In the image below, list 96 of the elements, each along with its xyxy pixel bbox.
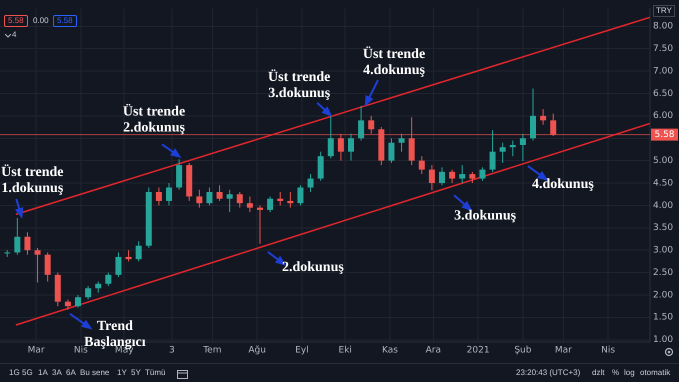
x-tick-label: Nis (601, 346, 616, 356)
text: 1A (38, 368, 48, 378)
candlestick (246, 196, 253, 213)
annotation: 0.00 (33, 16, 49, 26)
candlestick (308, 174, 314, 192)
candlestick (257, 204, 263, 244)
y-tick-label: 6.50 (653, 88, 674, 99)
candlestick (418, 156, 425, 175)
x-tick-label: Ara (426, 346, 442, 356)
text: otomatik (640, 368, 670, 378)
candlestick (75, 294, 81, 308)
candlestick (500, 142, 506, 164)
y-tick-label: 4.50 (653, 178, 674, 188)
candlestick (95, 281, 102, 294)
candlestick (348, 133, 354, 162)
x-tick-label: Mar (28, 346, 45, 356)
text: dzlt (592, 368, 604, 378)
x-tick-label: 3 (169, 346, 175, 356)
candlestick (388, 138, 394, 164)
candlestick (267, 196, 274, 213)
candlestick (398, 133, 405, 152)
text: 5G (22, 368, 33, 378)
text: 1Y (117, 368, 127, 378)
candlestick (236, 191, 243, 208)
y-tick-label: 7.00 (653, 66, 674, 76)
candlestick (520, 133, 526, 162)
candlestick (216, 184, 223, 202)
candlestick (115, 252, 122, 278)
candlestick (196, 189, 202, 208)
annotation: Üst trende 4.dokunuş (362, 46, 426, 78)
candlestick (479, 166, 486, 182)
candlestick (226, 189, 233, 213)
candlestick (318, 151, 324, 182)
text: 1G (9, 368, 20, 378)
annotation: 4 (12, 30, 16, 40)
y-tick-label: 7.50 (653, 44, 674, 54)
candlestick (34, 247, 41, 283)
y-axis-title: TRY (653, 5, 675, 17)
candlestick (44, 252, 51, 282)
candlestick (206, 187, 212, 206)
text: 23:20:43 (UTC+3) (516, 368, 580, 378)
candlestick (428, 164, 435, 191)
text: % (612, 368, 620, 378)
candlestick (439, 166, 445, 186)
candlestick (490, 130, 496, 172)
candlestick (24, 232, 30, 256)
y-tick-label: 1.50 (653, 312, 674, 323)
y-tick-label: 2.00 (653, 290, 674, 300)
candlestick (358, 106, 364, 141)
x-tick-label: Mar (554, 346, 572, 356)
candlestick (540, 108, 546, 126)
x-tick-label: Eki (338, 346, 352, 356)
candlestick (85, 286, 92, 300)
x-tick-label: Ağu (248, 344, 266, 356)
annotation: Üst trende 3.dokunuş (268, 68, 331, 101)
x-tick-label: Kas (382, 346, 398, 356)
annotation: 4.dokunuş (532, 177, 594, 192)
x-tick-label: Şub (514, 346, 532, 356)
y-tick-label: 1.00 (653, 335, 674, 346)
candlestick (449, 169, 456, 184)
candlestick (14, 217, 20, 256)
candlestick (530, 88, 536, 141)
x-tick-label: Eyl (295, 346, 309, 356)
y-tick-label: 3.00 (653, 246, 674, 256)
annotation: 3.dokunuş (454, 208, 517, 224)
candlestick (64, 298, 71, 310)
candlestick (277, 191, 284, 206)
annotation: 2.dokunuş (282, 260, 344, 275)
y-tick-label: 3.50 (653, 223, 674, 234)
candlestick (105, 272, 112, 287)
y-tick-label: 6.00 (653, 111, 674, 122)
annotation: Üst trende 1.dokunuş (1, 164, 64, 196)
candlestick (328, 115, 334, 159)
candlestick (176, 158, 182, 190)
candlestick (136, 240, 142, 262)
text: 3A (52, 368, 62, 378)
candlestick (166, 182, 172, 206)
x-tick-label: 2021 (466, 346, 490, 356)
ref-line-label: 5.58 (654, 130, 675, 140)
text: Tümü (145, 368, 166, 378)
y-tick-label: 8.00 (653, 22, 674, 32)
text: log (624, 368, 635, 378)
candlestick (459, 164, 466, 184)
y-tick-label: 2.50 (653, 268, 674, 278)
annotation: Üst trende 2.dokunuş (122, 103, 186, 136)
y-tick-label: 4.00 (653, 200, 674, 211)
candlestick (156, 187, 162, 206)
x-tick-label: Tem (202, 346, 222, 356)
text: Bu sene (80, 368, 110, 378)
y-tick-label: 5.00 (653, 156, 674, 166)
annotation: 5.58 (53, 15, 77, 27)
text: 6A (66, 368, 76, 378)
candlestick (297, 184, 304, 206)
candlestick (469, 171, 476, 184)
text: 5Y (131, 368, 141, 378)
annotation: 5.58 (4, 15, 28, 27)
